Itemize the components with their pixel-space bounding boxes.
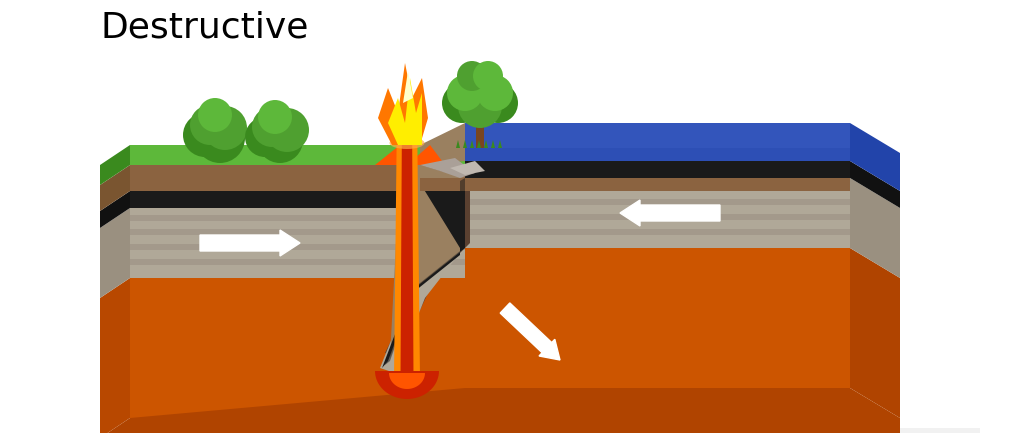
Circle shape: [183, 113, 227, 157]
Polygon shape: [100, 191, 130, 228]
Polygon shape: [465, 248, 850, 388]
Circle shape: [477, 75, 513, 111]
Polygon shape: [130, 229, 465, 235]
Polygon shape: [450, 161, 485, 175]
Circle shape: [258, 100, 292, 134]
Polygon shape: [100, 208, 130, 298]
Polygon shape: [465, 178, 850, 248]
Circle shape: [478, 83, 518, 123]
Circle shape: [460, 63, 500, 103]
Polygon shape: [465, 148, 850, 161]
Circle shape: [198, 98, 232, 132]
Polygon shape: [385, 178, 465, 365]
Circle shape: [265, 108, 309, 152]
Polygon shape: [465, 185, 850, 191]
Circle shape: [457, 61, 487, 91]
Polygon shape: [456, 140, 460, 148]
Polygon shape: [130, 215, 465, 221]
Polygon shape: [420, 123, 465, 165]
Polygon shape: [382, 178, 850, 368]
Polygon shape: [130, 145, 465, 165]
Bar: [476, 118, 483, 148]
Polygon shape: [130, 278, 465, 418]
Circle shape: [245, 117, 285, 157]
Polygon shape: [378, 63, 428, 145]
Polygon shape: [130, 244, 465, 250]
Polygon shape: [850, 123, 900, 191]
Circle shape: [455, 68, 505, 118]
Polygon shape: [400, 145, 414, 378]
Polygon shape: [465, 199, 850, 205]
FancyArrow shape: [200, 230, 300, 256]
Polygon shape: [850, 248, 900, 418]
Polygon shape: [470, 140, 474, 148]
Polygon shape: [790, 428, 980, 433]
Polygon shape: [388, 78, 422, 145]
Polygon shape: [490, 140, 495, 148]
Polygon shape: [389, 373, 425, 389]
Polygon shape: [100, 165, 130, 211]
Polygon shape: [420, 158, 475, 178]
Ellipse shape: [389, 137, 425, 149]
Polygon shape: [403, 71, 413, 103]
Polygon shape: [465, 229, 850, 235]
Circle shape: [442, 83, 482, 123]
Polygon shape: [498, 140, 502, 148]
Polygon shape: [375, 371, 439, 399]
Polygon shape: [130, 191, 465, 208]
Polygon shape: [477, 140, 481, 148]
Polygon shape: [130, 208, 465, 278]
Polygon shape: [385, 165, 800, 353]
Polygon shape: [850, 161, 900, 208]
Circle shape: [195, 113, 245, 163]
Polygon shape: [463, 140, 467, 148]
Polygon shape: [130, 259, 465, 265]
Polygon shape: [100, 388, 900, 433]
Polygon shape: [420, 178, 850, 191]
Circle shape: [190, 105, 230, 145]
Polygon shape: [375, 145, 445, 165]
Polygon shape: [394, 145, 420, 378]
Polygon shape: [850, 178, 900, 278]
FancyArrow shape: [500, 303, 560, 360]
Polygon shape: [465, 214, 850, 220]
Polygon shape: [380, 178, 850, 373]
Circle shape: [458, 84, 502, 128]
Circle shape: [203, 106, 247, 150]
Polygon shape: [465, 161, 850, 178]
FancyArrow shape: [620, 200, 720, 226]
Polygon shape: [484, 140, 488, 148]
Circle shape: [447, 75, 483, 111]
Polygon shape: [100, 145, 130, 185]
Polygon shape: [100, 278, 130, 433]
Text: Destructive: Destructive: [100, 11, 308, 45]
Polygon shape: [130, 165, 465, 191]
Circle shape: [257, 117, 303, 163]
Circle shape: [252, 107, 292, 147]
Polygon shape: [390, 165, 465, 358]
Circle shape: [473, 61, 503, 91]
Polygon shape: [465, 123, 850, 161]
